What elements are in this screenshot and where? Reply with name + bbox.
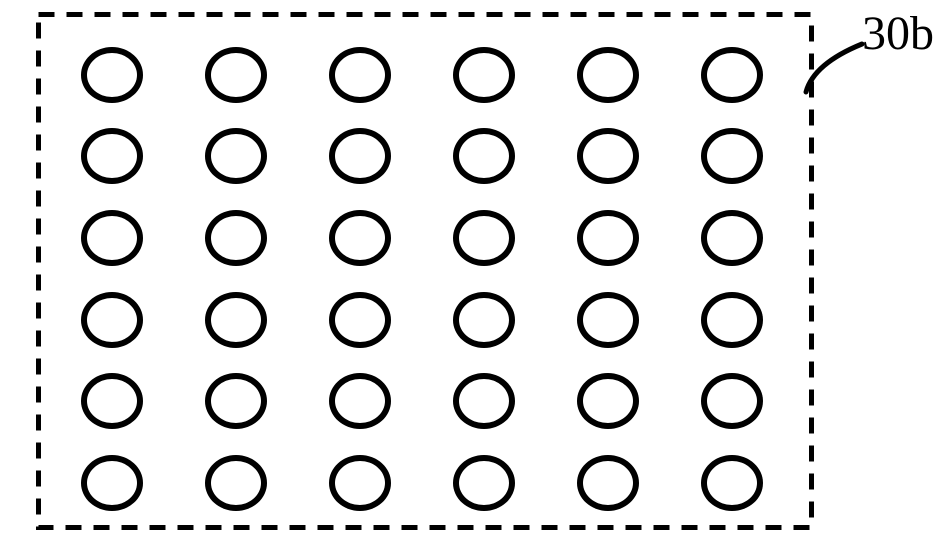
dot-cell bbox=[204, 287, 268, 353]
dot-cell bbox=[80, 369, 144, 435]
dot-cell bbox=[576, 124, 640, 190]
dot-cell bbox=[700, 369, 764, 435]
dot bbox=[577, 210, 639, 266]
dot-cell bbox=[328, 205, 392, 271]
dot-cell bbox=[204, 450, 268, 516]
dot-cell bbox=[328, 42, 392, 108]
dot-cell bbox=[452, 124, 516, 190]
dot-cell bbox=[452, 369, 516, 435]
dot bbox=[577, 455, 639, 511]
dot bbox=[81, 455, 143, 511]
dot bbox=[453, 373, 515, 429]
dot-cell bbox=[576, 287, 640, 353]
dot bbox=[329, 128, 391, 184]
dot bbox=[577, 373, 639, 429]
dot bbox=[205, 210, 267, 266]
dot bbox=[453, 210, 515, 266]
dot-cell bbox=[80, 205, 144, 271]
label-leader-path bbox=[806, 44, 862, 92]
dot bbox=[205, 455, 267, 511]
dot bbox=[701, 373, 763, 429]
dot bbox=[701, 210, 763, 266]
dot-cell bbox=[452, 450, 516, 516]
dot-cell bbox=[204, 205, 268, 271]
dot bbox=[329, 47, 391, 103]
dot-cell bbox=[204, 124, 268, 190]
dot bbox=[81, 210, 143, 266]
dot bbox=[453, 292, 515, 348]
dot-cell bbox=[452, 42, 516, 108]
dot-cell bbox=[80, 42, 144, 108]
dot bbox=[205, 292, 267, 348]
dot-cell bbox=[452, 205, 516, 271]
dot-cell bbox=[700, 124, 764, 190]
dot-cell bbox=[328, 450, 392, 516]
dot bbox=[453, 128, 515, 184]
dot-cell bbox=[576, 205, 640, 271]
dot bbox=[701, 455, 763, 511]
dot-cell bbox=[700, 42, 764, 108]
dot bbox=[577, 47, 639, 103]
dot bbox=[329, 292, 391, 348]
dot-cell bbox=[576, 369, 640, 435]
dot-cell bbox=[700, 287, 764, 353]
dot bbox=[701, 128, 763, 184]
dot bbox=[205, 373, 267, 429]
dot-cell bbox=[80, 124, 144, 190]
dot-cell bbox=[328, 287, 392, 353]
dot bbox=[81, 292, 143, 348]
dot-cell bbox=[80, 287, 144, 353]
dot bbox=[205, 128, 267, 184]
dot bbox=[453, 455, 515, 511]
dot-grid bbox=[36, 12, 814, 530]
dot bbox=[701, 292, 763, 348]
dot-cell bbox=[700, 205, 764, 271]
dot bbox=[205, 47, 267, 103]
dot-cell bbox=[576, 450, 640, 516]
dot-cell bbox=[452, 287, 516, 353]
dot bbox=[453, 47, 515, 103]
dot bbox=[577, 128, 639, 184]
dot-cell bbox=[328, 124, 392, 190]
dot bbox=[701, 47, 763, 103]
dot-cell bbox=[204, 369, 268, 435]
dot bbox=[577, 292, 639, 348]
dot-cell bbox=[328, 369, 392, 435]
dot bbox=[329, 455, 391, 511]
dot bbox=[81, 47, 143, 103]
bounding-box bbox=[36, 12, 814, 530]
dot-cell bbox=[576, 42, 640, 108]
dot bbox=[329, 210, 391, 266]
dot bbox=[329, 373, 391, 429]
dot bbox=[81, 128, 143, 184]
dot bbox=[81, 373, 143, 429]
figure-label: 30b bbox=[862, 6, 934, 61]
dot-cell bbox=[80, 450, 144, 516]
dot-cell bbox=[700, 450, 764, 516]
dot-cell bbox=[204, 42, 268, 108]
